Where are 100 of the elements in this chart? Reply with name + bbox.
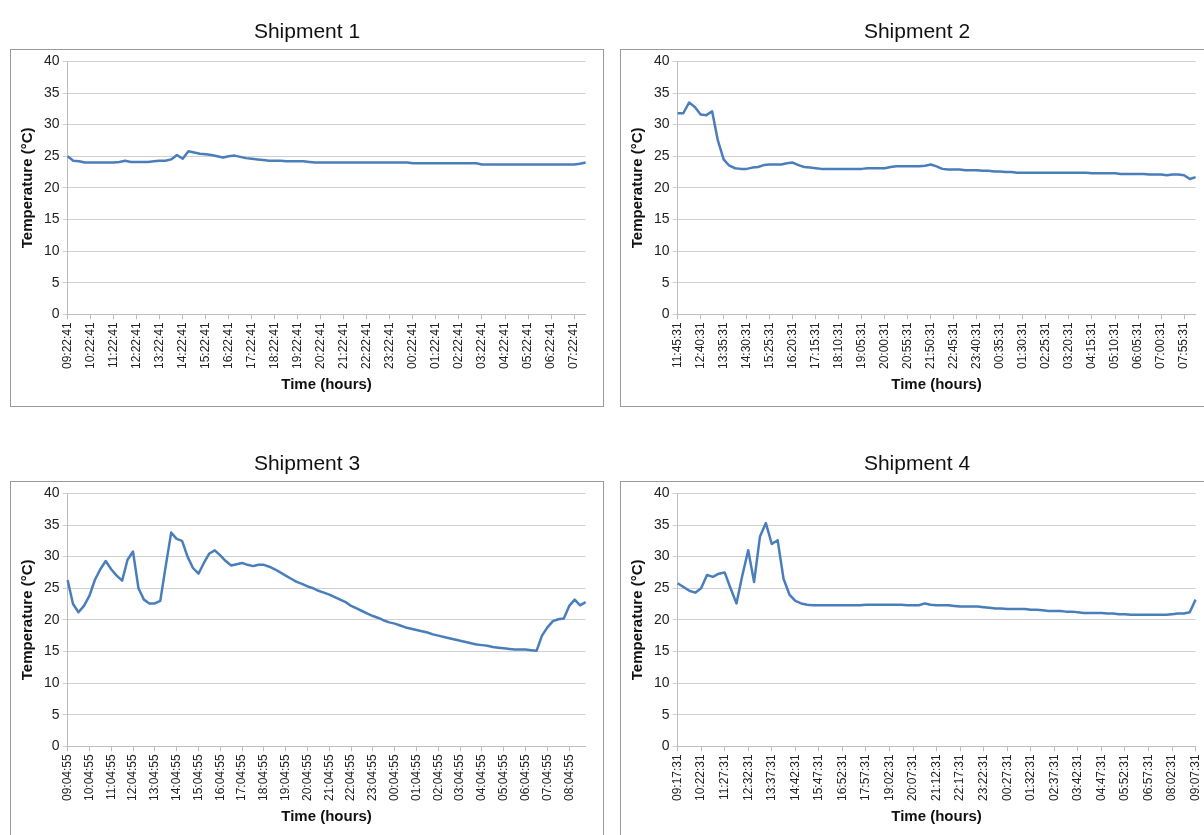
y-tick-label: 20 <box>653 178 670 195</box>
x-tick-label: 09:04:55 <box>59 753 74 802</box>
x-tick-label: 09:17:31 <box>669 753 684 802</box>
x-tick-label: 10:22:41 <box>82 321 97 370</box>
x-tick-label: 00:35:31 <box>992 321 1007 370</box>
x-axis-title: Time (hours) <box>281 375 372 393</box>
x-tick-label: 14:04:55 <box>168 753 183 802</box>
x-tick-label: 04:22:41 <box>497 321 512 370</box>
x-axis-title: Time (hours) <box>891 375 982 393</box>
x-tick-label: 17:22:41 <box>244 321 259 370</box>
x-tick-label: 02:37:31 <box>1046 753 1061 802</box>
y-tick-label: 5 <box>51 273 60 290</box>
x-tick-label: 15:22:41 <box>198 321 213 370</box>
x-tick-label: 03:04:55 <box>452 753 467 802</box>
x-tick-label: 12:22:41 <box>128 321 143 370</box>
x-tick-label: 23:22:41 <box>382 321 397 370</box>
x-tick-label: 04:47:31 <box>1093 753 1108 802</box>
x-tick-label: 13:04:55 <box>147 753 162 802</box>
y-tick-label: 15 <box>653 210 670 227</box>
x-tick-label: 23:04:55 <box>365 753 380 802</box>
y-tick-label: 30 <box>653 115 670 132</box>
y-tick-label: 0 <box>661 737 670 754</box>
x-tick-label: 03:42:31 <box>1070 753 1085 802</box>
x-tick-label: 11:22:41 <box>105 321 120 369</box>
x-tick-label: 17:04:55 <box>234 753 249 802</box>
x-tick-label: 05:52:31 <box>1117 753 1132 802</box>
x-tick-label: 10:04:55 <box>81 753 96 802</box>
x-tick-label: 20:00:31 <box>877 321 892 370</box>
x-tick-label: 06:05:31 <box>1130 321 1145 370</box>
x-tick-label: 10:22:31 <box>693 753 708 802</box>
x-tick-label: 22:17:31 <box>952 753 967 802</box>
x-tick-label: 12:04:55 <box>125 753 140 802</box>
x-tick-label: 16:20:31 <box>785 321 799 370</box>
x-axis-title: Time (hours) <box>281 807 372 825</box>
x-tick-label: 02:25:31 <box>1038 321 1053 370</box>
y-tick-label: 35 <box>653 515 670 532</box>
y-tick-label: 35 <box>43 83 60 100</box>
y-tick-label: 15 <box>43 210 60 227</box>
x-tick-label: 02:22:41 <box>451 321 466 370</box>
x-tick-label: 20:55:31 <box>900 321 915 370</box>
x-tick-label: 15:04:55 <box>190 753 205 802</box>
x-tick-label: 23:40:31 <box>969 321 984 370</box>
y-tick-label: 25 <box>653 579 670 596</box>
x-tick-label: 09:22:41 <box>59 321 74 370</box>
y-axis-title: Temperature (°C) <box>628 559 646 681</box>
x-tick-label: 21:50:31 <box>923 321 938 370</box>
y-tick-label: 5 <box>51 705 60 722</box>
x-tick-label: 14:30:31 <box>738 321 753 370</box>
y-tick-label: 0 <box>51 305 60 322</box>
x-tick-label: 09:07:31 <box>1187 753 1202 802</box>
x-tick-label: 22:04:55 <box>343 753 358 802</box>
y-tick-label: 35 <box>653 83 670 100</box>
x-tick-label: 06:22:41 <box>543 321 558 370</box>
x-tick-label: 05:22:41 <box>520 321 535 370</box>
x-tick-label: 15:47:31 <box>811 753 826 802</box>
x-tick-label: 01:22:41 <box>428 321 443 370</box>
x-tick-label: 16:52:31 <box>834 753 849 802</box>
x-tick-label: 11:04:55 <box>103 753 118 801</box>
x-axis-title: Time (hours) <box>891 807 982 825</box>
chart-title: Shipment 4 <box>862 450 972 476</box>
x-tick-label: 06:04:55 <box>517 753 532 802</box>
x-tick-label: 03:22:41 <box>474 321 489 370</box>
x-tick-label: 11:45:31 <box>669 321 684 369</box>
y-axis-title: Temperature (°C) <box>628 127 646 249</box>
y-tick-label: 5 <box>661 705 670 722</box>
x-tick-label: 20:04:55 <box>299 753 314 802</box>
x-tick-label: 08:04:55 <box>561 753 576 802</box>
y-tick-label: 25 <box>43 579 60 596</box>
y-tick-label: 30 <box>653 547 670 564</box>
x-tick-label: 00:22:41 <box>405 321 420 370</box>
chart-title: Shipment 1 <box>252 18 362 44</box>
x-tick-label: 07:04:55 <box>539 753 554 802</box>
x-tick-label: 07:22:41 <box>566 321 581 370</box>
y-tick-label: 35 <box>43 515 60 532</box>
x-tick-label: 22:45:31 <box>946 321 961 370</box>
x-tick-label: 01:30:31 <box>1015 321 1030 370</box>
x-tick-label: 03:20:31 <box>1061 321 1076 370</box>
x-tick-label: 00:04:55 <box>387 753 402 802</box>
x-tick-label: 15:25:31 <box>761 321 776 370</box>
y-tick-label: 40 <box>43 52 60 69</box>
x-tick-label: 16:04:55 <box>212 753 227 802</box>
x-tick-label: 21:04:55 <box>321 753 336 802</box>
y-tick-label: 15 <box>653 642 670 659</box>
x-tick-label: 21:22:41 <box>336 321 351 370</box>
y-tick-label: 10 <box>43 673 60 690</box>
y-tick-label: 40 <box>43 484 60 501</box>
x-tick-label: 16:22:41 <box>221 321 236 370</box>
x-tick-label: 20:07:31 <box>905 753 920 802</box>
y-tick-label: 25 <box>653 147 670 164</box>
x-tick-label: 19:05:31 <box>854 321 869 370</box>
x-tick-label: 17:57:31 <box>858 753 873 802</box>
x-tick-label: 19:02:31 <box>881 753 896 802</box>
x-tick-label: 07:55:31 <box>1176 321 1191 370</box>
x-tick-label: 13:37:31 <box>764 753 779 802</box>
y-tick-label: 15 <box>43 642 60 659</box>
x-tick-label: 13:35:31 <box>715 321 730 370</box>
x-tick-label: 21:12:31 <box>928 753 943 802</box>
x-tick-label: 11:27:31 <box>716 753 731 801</box>
x-tick-label: 06:57:31 <box>1140 753 1155 802</box>
x-tick-label: 02:04:55 <box>430 753 445 802</box>
